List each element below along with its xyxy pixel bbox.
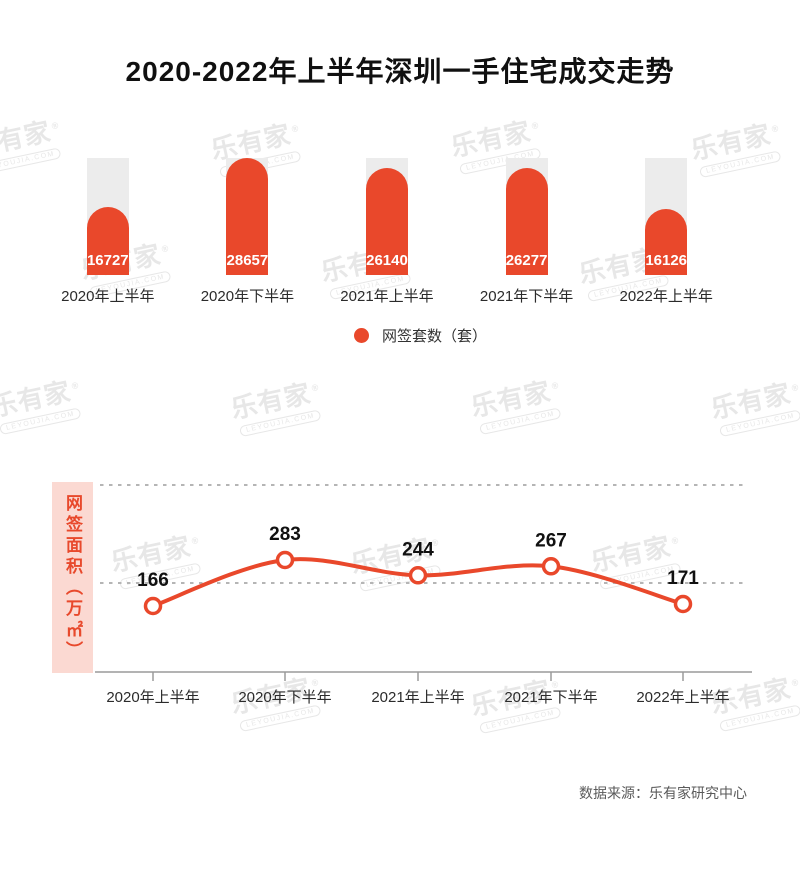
- data-point: [541, 557, 561, 576]
- line-chart: 166 283 244 267 171 2020年上半年 2020年下半年 2021年上半年 2…: [0, 455, 800, 735]
- bar-category-label: 2021年上半年: [340, 288, 434, 305]
- bar: 26277: [505, 168, 548, 275]
- bar-value: 16727: [86, 252, 129, 269]
- data-point: [275, 550, 295, 570]
- bar-column: 26277 2021年下半年: [457, 158, 597, 305]
- bar-category-label: 2020年上半年: [61, 288, 155, 305]
- data-point: [673, 594, 693, 614]
- data-point: [143, 596, 163, 616]
- bar-value: 28657: [226, 252, 269, 269]
- x-axis-label: 2020年上半年: [106, 689, 199, 706]
- watermark-logo: 乐有家®LEYOUJIA.COM: [468, 376, 566, 436]
- bar-category-label: 2022年上半年: [619, 288, 713, 305]
- data-point-value: 171: [667, 568, 699, 589]
- bar-value: 26140: [366, 252, 408, 269]
- data-point: [408, 566, 428, 585]
- bar-value: 16126: [645, 252, 688, 269]
- watermark-logo: 乐有家®LEYOUJIA.COM: [228, 378, 326, 438]
- data-point-value: 166: [137, 570, 169, 591]
- page-title: 2020-2022年上半年深圳一手住宅成交走势: [125, 56, 675, 87]
- bar-column: 28657 2020年下半年: [178, 158, 318, 305]
- bar-column: 16126 2022年上半年: [596, 158, 736, 305]
- legend-label: 网签套数（套）: [382, 328, 488, 345]
- legend-dot-icon: [354, 328, 369, 343]
- data-source: 数据来源：乐有家研究中心: [579, 785, 747, 801]
- y-axis-label-text: 网签面积（万㎡）: [63, 493, 82, 662]
- watermark-logo: 乐有家®LEYOUJIA.COM: [0, 376, 86, 436]
- bar-category-label: 2020年下半年: [200, 288, 295, 305]
- data-point-value: 244: [402, 539, 434, 560]
- watermark-logo: 乐有家®LEYOUJIA.COM: [708, 378, 800, 438]
- x-axis-label: 2022年上半年: [636, 689, 729, 706]
- y-axis-label: 网签面积（万㎡）: [52, 482, 93, 673]
- bar-value: 26277: [505, 252, 548, 269]
- bar-chart: 16727 2020年上半年 28657 2020年下半年 26140 2021年上半年 2…: [38, 158, 736, 305]
- bar: 28657: [226, 158, 269, 275]
- x-axis-label: 2021年下半年: [504, 689, 597, 706]
- data-point-value: 267: [535, 530, 567, 551]
- bar-column: 26140 2021年上半年: [317, 158, 457, 305]
- bar-category-label: 2021年下半年: [479, 288, 574, 305]
- data-point-value: 283: [269, 524, 301, 545]
- line-plot: 166 283 244 267 171 2020年上半年 2020年下半年 2021年上半年 2…: [95, 484, 752, 706]
- bar: 16126: [645, 209, 688, 275]
- bar-column: 16727 2020年上半年: [38, 158, 178, 305]
- bar: 16727: [86, 207, 129, 275]
- x-axis-label: 2020年下半年: [238, 689, 331, 706]
- x-axis-label: 2021年上半年: [371, 689, 464, 706]
- bar: 26140: [365, 168, 408, 275]
- bar-legend: 网签套数（套）: [354, 325, 487, 346]
